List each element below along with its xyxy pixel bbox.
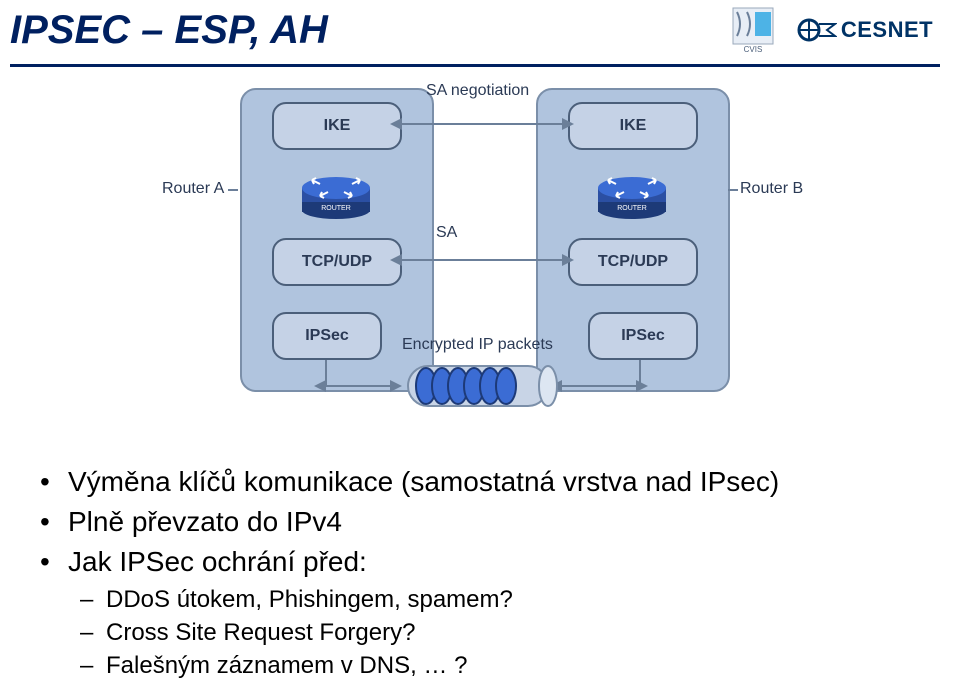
ike-box-right: IKE: [568, 102, 698, 150]
bullet-text: Plně převzato do IPv4: [68, 506, 342, 538]
ike-box-left: IKE: [272, 102, 402, 150]
sa-label: SA: [436, 224, 457, 242]
ipsec-label: IPSec: [621, 327, 665, 345]
router-b-label: Router B: [740, 180, 803, 198]
title-underline: [10, 64, 940, 67]
bullet-list: • Výměna klíčů komunikace (samostatná vr…: [40, 466, 920, 685]
ipsec-box-left: IPSec: [272, 312, 382, 360]
ipsec-box-right: IPSec: [588, 312, 698, 360]
bullet-dot-icon: •: [40, 466, 68, 498]
tcpudp-label: TCP/UDP: [598, 253, 668, 271]
bullet-l1-1: • Plně převzato do IPv4: [40, 506, 920, 538]
bullet-text: Jak IPSec ochrání před:: [68, 546, 367, 578]
cvis-label: CVIS: [744, 45, 763, 54]
ipsec-label: IPSec: [305, 327, 349, 345]
bullet-dot-icon: •: [40, 506, 68, 538]
sa-negotiation-label: SA negotiation: [426, 82, 529, 100]
router-a-icon: ROUTER: [300, 166, 372, 220]
bullet-text: Výměna klíčů komunikace (samostatná vrst…: [68, 466, 779, 498]
svg-text:ROUTER: ROUTER: [321, 205, 351, 212]
ipsec-diagram: IKE IKE ROUTER: [120, 80, 840, 430]
encrypted-label: Encrypted IP packets: [402, 336, 553, 354]
cvis-logo: CVIS: [731, 6, 775, 54]
bullet-text: Cross Site Request Forgery?: [106, 619, 415, 647]
bullet-dash-icon: –: [80, 586, 106, 614]
bullet-text: DDoS útokem, Phishingem, spamem?: [106, 586, 513, 614]
tcpudp-box-left: TCP/UDP: [272, 238, 402, 286]
tcpudp-box-right: TCP/UDP: [568, 238, 698, 286]
bullet-dot-icon: •: [40, 546, 68, 578]
bullet-dash-icon: –: [80, 619, 106, 647]
bullet-l2-1: – Cross Site Request Forgery?: [80, 619, 920, 647]
logo-area: CVIS CESNET: [731, 0, 949, 60]
router-a-label: Router A: [162, 180, 224, 198]
tcpudp-label: TCP/UDP: [302, 253, 372, 271]
router-b-icon: ROUTER: [596, 166, 668, 220]
svg-text:ROUTER: ROUTER: [617, 205, 647, 212]
bullet-dash-icon: –: [80, 652, 106, 680]
ike-label: IKE: [620, 117, 647, 135]
bullet-l2-0: – DDoS útokem, Phishingem, spamem?: [80, 586, 920, 614]
cesnet-text: CESNET: [841, 17, 933, 43]
bullet-l2-2: – Falešným záznamem v DNS, … ?: [80, 652, 920, 680]
encrypted-packets-cylinder: [398, 360, 558, 412]
bullet-l1-2: • Jak IPSec ochrání před:: [40, 546, 920, 578]
bullet-l1-0: • Výměna klíčů komunikace (samostatná vr…: [40, 466, 920, 498]
bullet-text: Falešným záznamem v DNS, … ?: [106, 652, 467, 680]
slide-title: IPSEC – ESP, AH: [10, 8, 328, 53]
cesnet-logo: CESNET: [781, 0, 949, 60]
ike-label: IKE: [324, 117, 351, 135]
